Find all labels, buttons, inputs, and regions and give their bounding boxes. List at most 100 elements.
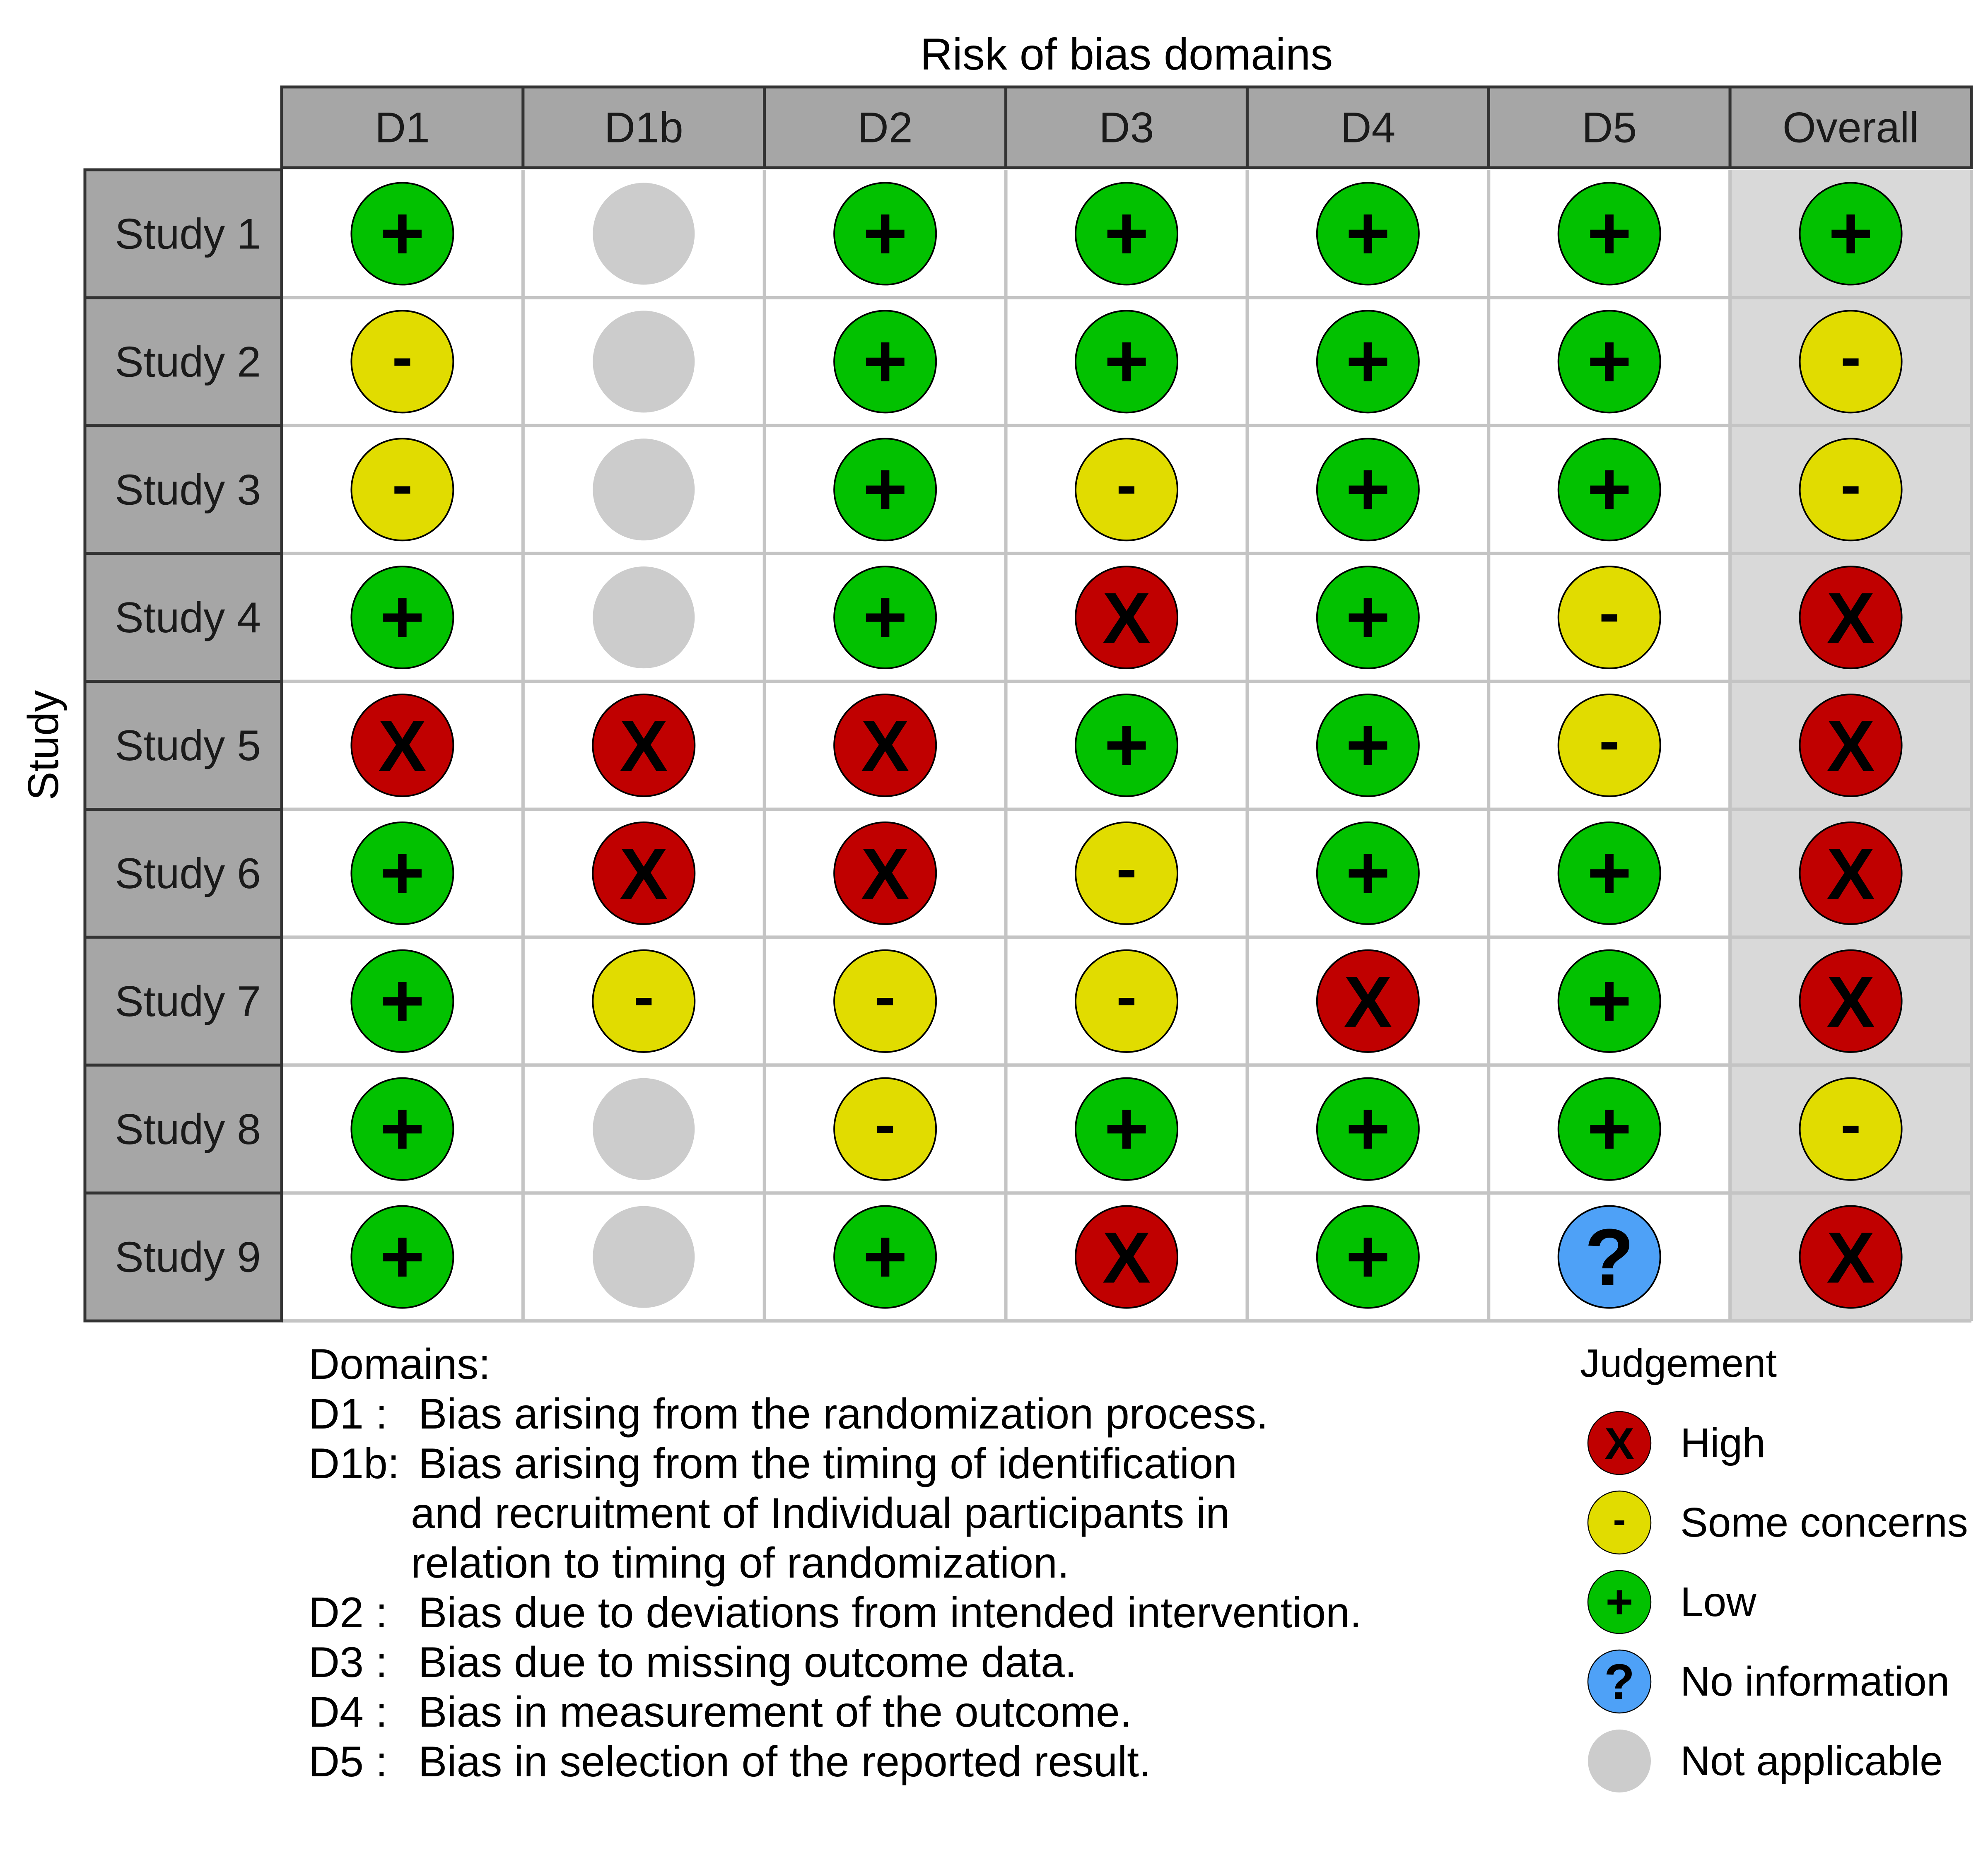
cell-study-8-d3: + [1075,1077,1178,1181]
row-label-study-5: Study 5 [115,722,261,770]
judgement-high-symbol: X [1826,1218,1875,1298]
judgement-some-concerns-symbol: - [1841,1089,1861,1159]
judgement-low-symbol: + [863,574,907,660]
domain-description-continued: relation to timing of randomization. [411,1539,1069,1587]
cell-study-2-d3: + [1075,310,1178,414]
legend-label-no-information: No information [1680,1658,1949,1705]
cell-study-4-d1: + [350,566,454,670]
cell-study-8-d5: + [1557,1077,1661,1181]
judgement-low-symbol: + [1104,1086,1149,1171]
judgement-low-circle [833,310,937,414]
row-header-study-8 [83,1063,283,1195]
cell-study-5-d4: + [1316,694,1420,797]
judgement-high-symbol: X [1826,578,1875,659]
judgement-low-circle [1557,949,1661,1053]
row-header-study-5 [83,680,283,811]
judgement-low-circle [350,182,454,286]
judgement-low-circle [350,566,454,670]
chart-title: Risk of bias domains [920,29,1333,79]
judgement-low-symbol: + [380,830,425,915]
judgement-low-symbol: + [1346,702,1390,788]
judgement-low-symbol: + [380,190,425,276]
cell-study-9-d3: X [1075,1205,1178,1309]
domain-description: Bias in selection of the reported result… [418,1738,1151,1786]
cell-study-4-overall: X [1799,566,1903,670]
judgement-low-circle [350,949,454,1053]
cell-study-7-overall: X [1799,949,1903,1053]
domain-description: Bias in measurement of the outcome. [418,1688,1132,1736]
row-label-study-1: Study 1 [115,210,261,258]
judgement-some-concerns-circle [1799,1077,1903,1181]
judgement-low-circle [1557,821,1661,925]
row-label-study-6: Study 6 [115,850,261,898]
judgement-some-concerns-circle [1799,438,1903,542]
judgement-low-circle [1316,182,1420,286]
judgement-low-symbol: + [1346,574,1390,660]
legend: Judgement X High - Some concerns + Low? No info… [1580,1341,1968,1792]
cell-study-7-d2: - [833,949,937,1053]
row-header-study-9 [83,1191,283,1323]
legend-label-some-concerns: Some concerns [1680,1499,1968,1546]
judgement-some-concerns-symbol: - [392,322,413,391]
judgement-no-information-symbol: ? [1585,1212,1634,1303]
cell-study-9-d5: ? [1557,1205,1661,1309]
judgement-high-circle [1316,949,1420,1053]
cell-study-5-d1b: X [592,694,696,797]
cell-study-6-d1: + [350,821,454,925]
row-label-study-3: Study 3 [115,466,261,514]
judgement-low-symbol: + [1104,190,1149,276]
judgement-some-concerns-circle [833,949,937,1053]
judgement-some-concerns-circle [1075,821,1178,925]
judgement-high-circle [1799,566,1903,670]
judgement-low-circle [833,182,937,286]
column-label-d2: D2 [858,104,913,152]
judgement-high-circle [833,694,937,797]
judgement-some-concerns-symbol: - [1116,450,1137,519]
judgement-high-symbol: X [1826,962,1875,1043]
cell-study-5-d1: X [350,694,454,797]
row-label-study-4: Study 4 [115,594,261,642]
cell-study-1-d2: + [833,182,937,286]
cell-study-5-d2: X [833,694,937,797]
row-label-study-8: Study 8 [115,1106,261,1154]
column-header-overall [1728,85,1973,169]
cell-study-3-d5: + [1557,438,1661,542]
column-label-d4: D4 [1340,104,1395,152]
judgement-low-circle [1557,1077,1661,1181]
cell-study-8-d1b [593,1078,695,1180]
judgement-low-circle [1075,1077,1178,1181]
cell-study-6-d4: + [1316,821,1420,925]
cell-study-4-d5: - [1557,566,1661,670]
judgement-low-symbol: + [1346,830,1390,915]
judgement-cells: + + + + + +- + + + + -- + - + + -+ + X + - XX X X + + - X+ X X - + + X+ -… [350,182,1903,1309]
y-axis-label: Study [19,690,68,800]
judgement-low-circle [1075,694,1178,797]
judgement-low-symbol: + [380,574,425,660]
domain-code: D3 : [309,1638,388,1686]
cell-study-7-d1b: - [592,949,696,1053]
cell-study-6-d1b: X [592,821,696,925]
domain-code: D5 : [309,1738,388,1786]
legend-title: Judgement [1580,1341,1777,1385]
judgement-low-symbol: + [863,190,907,276]
judgement-low-symbol: + [1104,318,1149,404]
judgement-no-information-circle [1557,1205,1661,1309]
judgement-low-circle [1557,182,1661,286]
cell-study-3-d2: + [833,438,937,542]
domain-description: Bias due to missing outcome data. [418,1638,1077,1686]
cell-study-3-d4: + [1316,438,1420,542]
domain-description-continued: and recruitment of Individual participan… [411,1489,1230,1537]
column-header-d1b [521,85,766,169]
judgement-low-symbol: + [1829,190,1873,276]
domain-description: Bias arising from the timing of identifi… [418,1440,1237,1488]
cell-study-6-d5: + [1557,821,1661,925]
judgement-high-symbol: X [861,834,910,915]
cell-study-9-overall: X [1799,1205,1903,1309]
judgement-some-concerns-symbol: - [875,961,895,1031]
row-header-study-6 [83,808,283,939]
cell-study-5-d3: + [1075,694,1178,797]
cell-study-4-d1b [593,566,695,669]
cell-study-2-d1: - [350,310,454,414]
cell-study-7-d5: + [1557,949,1661,1053]
judgement-low-circle [833,1205,937,1309]
